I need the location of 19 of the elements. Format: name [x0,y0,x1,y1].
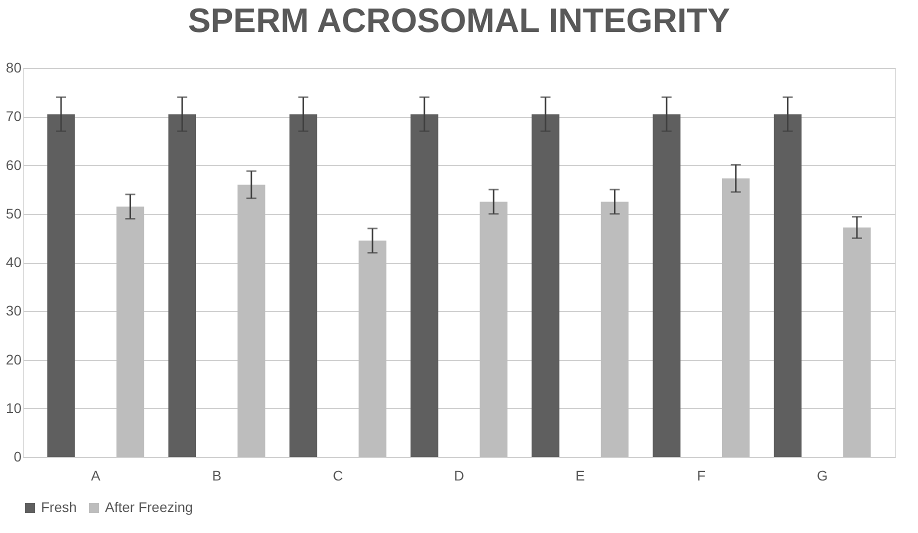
y-tick-label: 70 [6,108,22,124]
y-tick-label: 50 [6,205,22,222]
x-tick-label: C [332,468,343,484]
x-tick-label: A [90,468,101,484]
legend-label: Fresh [41,499,77,515]
y-tick-label: 40 [6,254,22,270]
x-tick-label: B [212,468,222,484]
legend-label: After Freezing [105,499,193,515]
y-tick-label: 10 [6,400,22,416]
y-tick-label: 0 [14,448,22,464]
y-tick-label: 80 [6,60,22,76]
chart-title: SPERM ACROSOMAL INTEGRITY [188,2,730,40]
y-tick-label: 20 [6,351,22,368]
y-tick-label: 60 [6,156,22,173]
x-tick-label: D [454,468,464,484]
y-tick-label: 30 [6,302,22,319]
x-tick-label: E [575,468,585,484]
x-tick-label: F [696,468,706,484]
x-tick-label: G [816,468,828,484]
